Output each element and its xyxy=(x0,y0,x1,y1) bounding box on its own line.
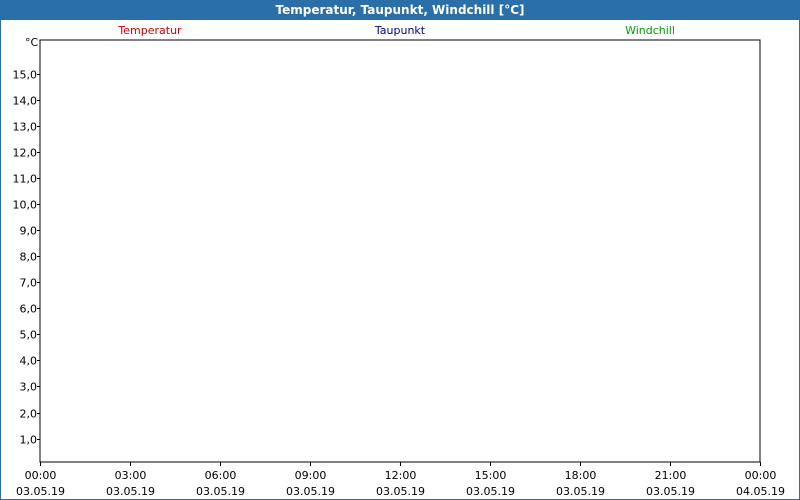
y-tick-label: 14,0 xyxy=(13,95,38,108)
x-tick-date: 03.05.19 xyxy=(466,485,515,498)
x-tick-date: 04.05.19 xyxy=(736,485,785,498)
x-tick-date: 03.05.19 xyxy=(16,485,65,498)
legend-taupunkt: Taupunkt xyxy=(374,24,426,37)
x-tick-time: 15:00 xyxy=(475,469,507,482)
x-tick-date: 03.05.19 xyxy=(106,485,155,498)
y-tick-label: 6,0 xyxy=(20,303,38,316)
y-tick-label: 10,0 xyxy=(13,199,38,212)
x-tick-time: 21:00 xyxy=(655,469,687,482)
y-tick-label: 13,0 xyxy=(13,121,38,134)
y-tick-label: 5,0 xyxy=(20,329,38,342)
chart-canvas: 1,0 2,0 3,0 4,0 5,0 6,0 7,0 8,0 9,0 10,0 11,0 12,0 1… xyxy=(1,20,799,499)
y-axis-label: °C xyxy=(25,36,39,49)
y-tick-label: 15,0 xyxy=(13,69,38,82)
y-tick-label: 2,0 xyxy=(20,408,38,421)
x-tick-date: 03.05.19 xyxy=(196,485,245,498)
y-tick-label: 4,0 xyxy=(20,355,38,368)
x-tick-date: 03.05.19 xyxy=(556,485,605,498)
y-tick-label: 1,0 xyxy=(20,434,38,447)
x-tick-time: 00:00 xyxy=(25,469,57,482)
axes xyxy=(37,39,761,466)
x-tick-date: 03.05.19 xyxy=(646,485,695,498)
chart-svg: 1,0 2,0 3,0 4,0 5,0 6,0 7,0 8,0 9,0 10,0 11,0 12,0 1… xyxy=(13,24,785,498)
y-tick-label: 8,0 xyxy=(20,251,38,264)
plot-area xyxy=(39,39,761,463)
axis-labels: 1,0 2,0 3,0 4,0 5,0 6,0 7,0 8,0 9,0 10,0 11,0 12,0 1… xyxy=(13,24,785,498)
x-tick-time: 18:00 xyxy=(565,469,597,482)
x-tick-time: 06:00 xyxy=(205,469,237,482)
legend-temperatur: Temperatur xyxy=(117,24,182,37)
x-tick-time: 12:00 xyxy=(385,469,417,482)
x-tick-date: 03.05.19 xyxy=(286,485,335,498)
y-tick-label: 9,0 xyxy=(20,225,38,238)
y-tick-label: 3,0 xyxy=(20,381,38,394)
x-tick-time: 09:00 xyxy=(295,469,327,482)
y-tick-label: 12,0 xyxy=(13,147,38,160)
y-tick-label: 11,0 xyxy=(13,173,38,186)
x-tick-time: 00:00 xyxy=(745,469,777,482)
x-tick-time: 03:00 xyxy=(115,469,147,482)
x-tick-date: 03.05.19 xyxy=(376,485,425,498)
legend-windchill: Windchill xyxy=(625,24,675,37)
window-title: Temperatur, Taupunkt, Windchill [°C] xyxy=(275,3,525,17)
y-tick-label: 7,0 xyxy=(20,277,38,290)
